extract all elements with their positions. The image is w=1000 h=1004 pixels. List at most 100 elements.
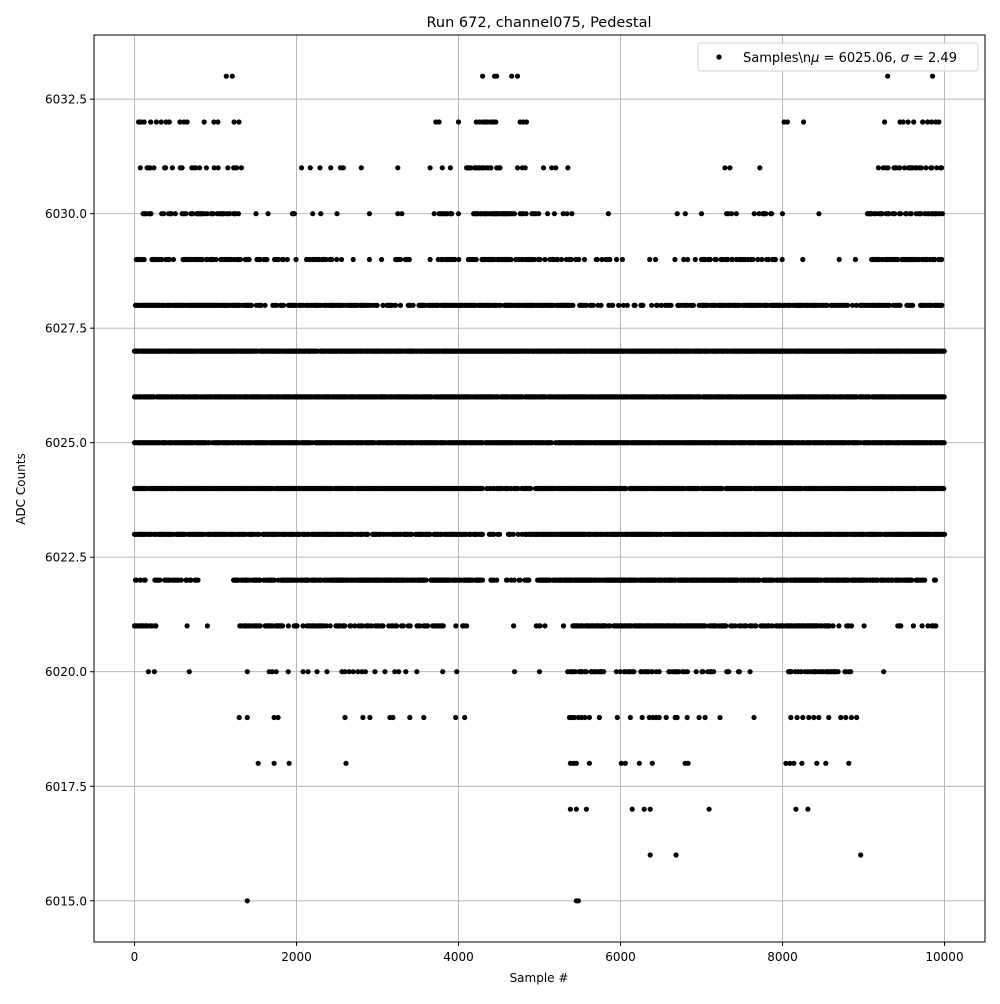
data-point [633,303,638,308]
data-point [607,257,612,262]
data-point [236,211,241,216]
data-point [773,257,778,262]
data-point [334,211,339,216]
data-point [393,303,398,308]
data-point [570,303,575,308]
data-point [942,532,947,537]
data-point [759,257,764,262]
data-point [708,257,713,262]
data-point [424,578,429,583]
data-point [882,119,887,124]
data-point [845,303,850,308]
data-point [508,257,513,262]
data-point [328,165,333,170]
data-point [224,74,229,79]
data-point [285,257,290,262]
data-point [494,578,499,583]
data-point [266,211,271,216]
data-point [625,303,630,308]
data-point [614,257,619,262]
data-point [920,119,925,124]
chart-title: Run 672, channel075, Pedestal [426,15,651,31]
data-point [449,211,454,216]
data-point [234,165,239,170]
data-point [195,578,200,583]
data-point [440,165,445,170]
data-point [699,211,704,216]
data-point [898,303,903,308]
data-point [640,303,645,308]
data-point [675,211,680,216]
data-point [898,211,903,216]
data-point [398,303,403,308]
data-point [185,119,190,124]
data-point [942,349,947,354]
data-point [538,257,543,262]
data-point [230,74,235,79]
data-point [524,119,529,124]
data-point [334,257,339,262]
data-point [154,119,159,124]
data-point [351,257,356,262]
data-point [151,165,156,170]
data-point [837,257,842,262]
data-point [138,165,143,170]
data-point [216,165,221,170]
data-point [780,211,785,216]
data-point [528,486,533,491]
data-point [204,165,209,170]
data-point [559,257,564,262]
data-point [757,165,762,170]
data-point [542,257,547,262]
data-point [163,165,168,170]
data-point [148,119,153,124]
data-point [456,211,461,216]
data-point [886,165,891,170]
data-point [317,165,322,170]
data-point [497,165,502,170]
data-point [341,165,346,170]
data-point [329,257,334,262]
data-point [691,303,696,308]
data-point [576,257,581,262]
data-point [734,211,739,216]
data-point [564,211,569,216]
data-point [249,303,254,308]
data-point [142,257,147,262]
data-point [161,211,166,216]
data-point [620,257,625,262]
data-point [480,74,485,79]
data-point [157,578,162,583]
data-point [238,257,243,262]
data-point [653,257,658,262]
data-point [941,486,946,491]
data-point [367,211,372,216]
data-point [456,119,461,124]
data-point [569,257,574,262]
data-point [292,211,297,216]
data-point [399,211,404,216]
data-point [142,119,147,124]
data-point [801,119,806,124]
data-point [936,119,941,124]
data-point [310,211,315,216]
data-point [214,257,219,262]
data-point [610,303,615,308]
data-point [923,165,928,170]
data-point [264,257,269,262]
data-point [668,303,673,308]
data-point [407,257,412,262]
data-point [816,211,821,216]
data-point [909,211,914,216]
data-point [167,119,172,124]
data-point [524,211,529,216]
data-point [729,211,734,216]
data-point [488,165,493,170]
data-point [910,303,915,308]
data-point [693,257,698,262]
data-point [885,74,890,79]
data-point [685,257,690,262]
data-point [769,211,774,216]
data-point [395,165,400,170]
